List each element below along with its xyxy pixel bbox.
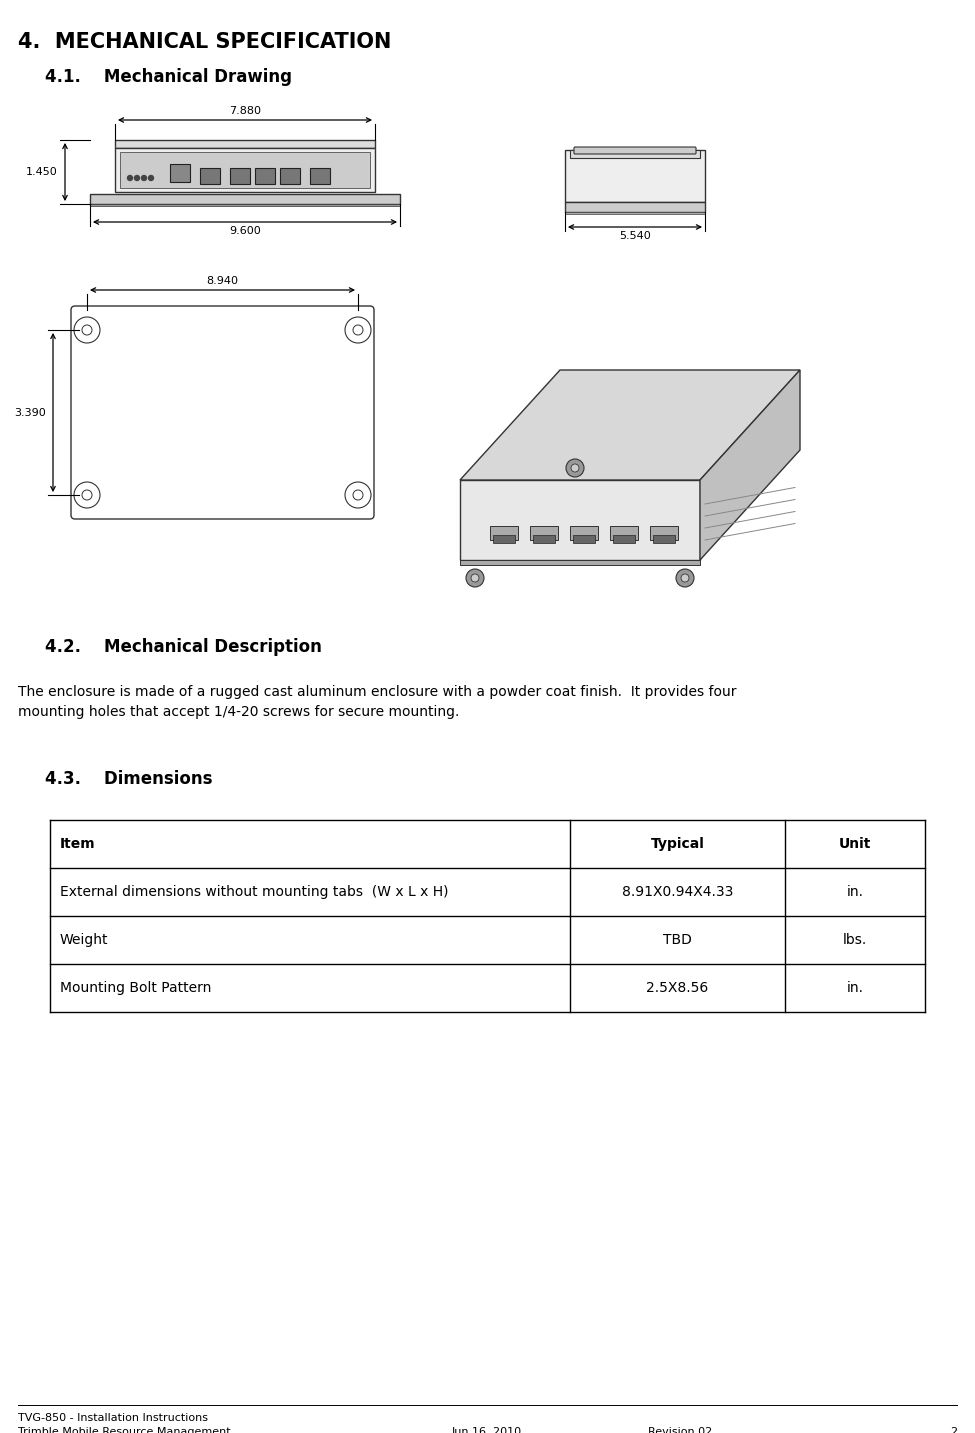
Circle shape <box>566 459 584 477</box>
Text: 4.2.    Mechanical Description: 4.2. Mechanical Description <box>45 638 322 656</box>
Text: 1.450: 1.450 <box>26 168 58 178</box>
Text: External dimensions without mounting tabs  (W x L x H): External dimensions without mounting tab… <box>60 886 448 898</box>
FancyBboxPatch shape <box>574 148 696 153</box>
Text: in.: in. <box>846 982 864 995</box>
Bar <box>200 168 220 183</box>
Text: 8.940: 8.940 <box>207 277 239 287</box>
Bar <box>613 535 635 543</box>
Bar <box>650 526 678 540</box>
Bar <box>565 212 705 214</box>
Circle shape <box>141 175 146 181</box>
Text: mounting holes that accept 1/4-20 screws for secure mounting.: mounting holes that accept 1/4-20 screws… <box>18 705 459 719</box>
Polygon shape <box>460 480 700 560</box>
FancyBboxPatch shape <box>71 307 374 519</box>
Text: 4.3.    Dimensions: 4.3. Dimensions <box>45 770 213 788</box>
Bar <box>310 168 330 183</box>
Text: 3.390: 3.390 <box>15 407 46 417</box>
Text: Unit: Unit <box>838 837 872 851</box>
Text: Item: Item <box>60 837 96 851</box>
Circle shape <box>681 575 689 582</box>
Bar <box>533 535 555 543</box>
Polygon shape <box>700 370 800 560</box>
Bar <box>230 168 250 183</box>
Circle shape <box>345 317 371 342</box>
Text: Revision 02: Revision 02 <box>647 1427 712 1433</box>
Bar <box>170 163 190 182</box>
Bar <box>573 535 595 543</box>
Bar <box>530 526 558 540</box>
Text: 5.540: 5.540 <box>619 231 651 241</box>
Text: 9.600: 9.600 <box>229 226 261 236</box>
Text: lbs.: lbs. <box>842 933 867 947</box>
Polygon shape <box>460 370 800 480</box>
Text: 4.1.    Mechanical Drawing: 4.1. Mechanical Drawing <box>45 67 292 86</box>
Circle shape <box>471 575 479 582</box>
Circle shape <box>676 569 694 588</box>
Circle shape <box>345 481 371 509</box>
Bar <box>120 152 370 188</box>
Bar <box>115 148 375 192</box>
Text: TBD: TBD <box>663 933 692 947</box>
Text: Trimble Mobile Resource Management: Trimble Mobile Resource Management <box>18 1427 231 1433</box>
Bar <box>115 140 375 148</box>
Text: 4.  MECHANICAL SPECIFICATION: 4. MECHANICAL SPECIFICATION <box>18 32 391 52</box>
Text: 2: 2 <box>950 1427 957 1433</box>
Bar <box>570 526 598 540</box>
Text: 7.880: 7.880 <box>229 106 261 116</box>
Bar <box>50 964 925 1012</box>
Bar <box>490 526 518 540</box>
Bar <box>50 820 925 868</box>
Bar <box>460 560 700 565</box>
Circle shape <box>74 481 100 509</box>
Bar <box>90 203 400 206</box>
Circle shape <box>135 175 139 181</box>
Text: Weight: Weight <box>60 933 108 947</box>
Bar <box>493 535 515 543</box>
Bar <box>610 526 638 540</box>
Circle shape <box>74 317 100 342</box>
Circle shape <box>82 490 92 500</box>
Bar <box>565 202 705 212</box>
Bar <box>90 193 400 203</box>
Text: The enclosure is made of a rugged cast aluminum enclosure with a powder coat fin: The enclosure is made of a rugged cast a… <box>18 685 736 699</box>
Bar <box>50 868 925 916</box>
Circle shape <box>353 490 363 500</box>
Circle shape <box>353 325 363 335</box>
Circle shape <box>466 569 484 588</box>
Text: 2.5X8.56: 2.5X8.56 <box>646 982 709 995</box>
Text: Typical: Typical <box>650 837 704 851</box>
Circle shape <box>571 464 579 471</box>
Text: in.: in. <box>846 886 864 898</box>
Bar <box>653 535 675 543</box>
Circle shape <box>128 175 133 181</box>
Text: 8.91X0.94X4.33: 8.91X0.94X4.33 <box>622 886 733 898</box>
Circle shape <box>148 175 153 181</box>
Bar <box>50 916 925 964</box>
Bar <box>570 150 700 158</box>
Bar <box>255 168 275 183</box>
Text: Mounting Bolt Pattern: Mounting Bolt Pattern <box>60 982 212 995</box>
Circle shape <box>82 325 92 335</box>
Text: TVG-850 - Installation Instructions: TVG-850 - Installation Instructions <box>18 1413 208 1423</box>
Bar <box>565 150 705 202</box>
Text: Jun 16, 2010: Jun 16, 2010 <box>452 1427 522 1433</box>
Bar <box>280 168 300 183</box>
